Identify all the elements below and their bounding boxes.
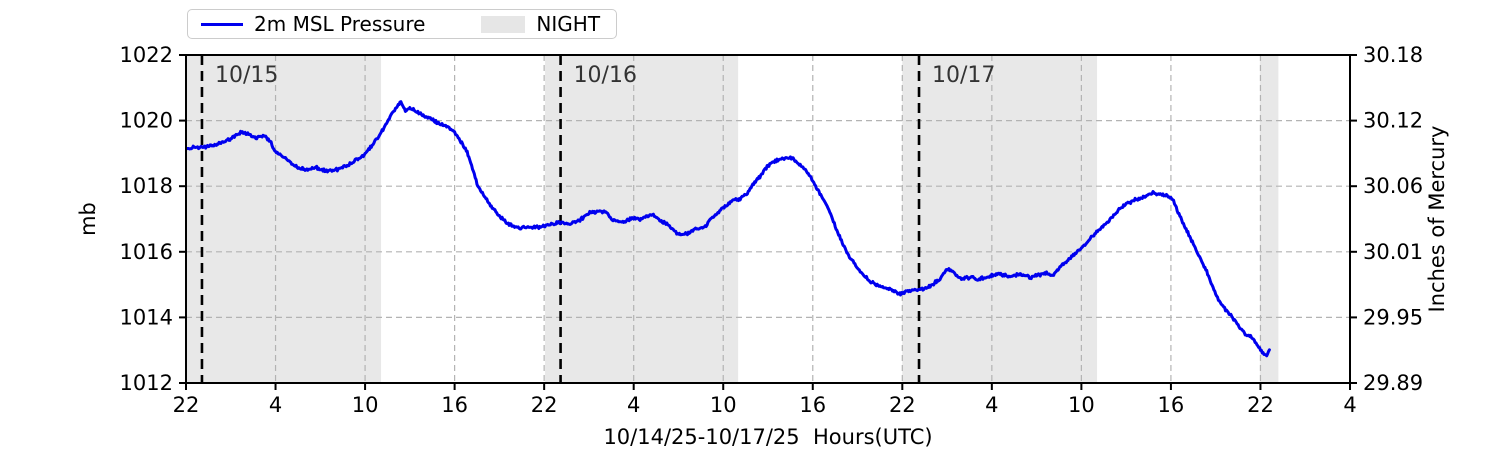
night-band xyxy=(902,55,1098,383)
y-right-tick-label: 30.12 xyxy=(1363,109,1423,133)
x-tick-label: 22 xyxy=(1247,393,1274,417)
night-patch-swatch xyxy=(481,15,526,33)
y-right-tick-label: 29.95 xyxy=(1363,305,1423,329)
y-left-tick-label: 1018 xyxy=(120,174,173,198)
y-left-tick-label: 1014 xyxy=(120,305,173,329)
y-left-tick-label: 1022 xyxy=(120,43,173,67)
x-tick-label: 16 xyxy=(799,393,826,417)
x-tick-label: 4 xyxy=(627,393,640,417)
y-axis-label-right: Inches of Mercury xyxy=(1425,125,1449,313)
night-band xyxy=(186,55,382,383)
x-tick-label: 4 xyxy=(1343,393,1356,417)
night-band xyxy=(1259,55,1279,383)
x-axis-label: 10/14/25-10/17/25 Hours(UTC) xyxy=(603,425,933,449)
legend: 2m MSL Pressure NIGHT xyxy=(187,9,618,39)
y-right-tick-label: 29.89 xyxy=(1363,371,1423,395)
y-left-tick-label: 1016 xyxy=(120,240,173,264)
x-tick-label: 4 xyxy=(269,393,282,417)
plot-spines xyxy=(185,54,1351,384)
y-axis-label-left: mb xyxy=(76,202,100,236)
x-tick-label: 16 xyxy=(441,393,468,417)
pressure-line-swatch xyxy=(201,22,243,26)
x-tick-label: 16 xyxy=(1158,393,1185,417)
night-legend-label: NIGHT xyxy=(536,12,601,36)
y-right-tick-label: 30.01 xyxy=(1363,240,1423,264)
x-tick-label: 22 xyxy=(889,393,916,417)
pressure-legend-label: 2m MSL Pressure xyxy=(254,12,426,36)
date-label: 10/17 xyxy=(932,63,995,88)
x-tick-label: 22 xyxy=(173,393,200,417)
x-tick-label: 22 xyxy=(531,393,558,417)
pressure-curve xyxy=(186,100,1271,358)
y-right-tick-label: 30.06 xyxy=(1363,174,1423,198)
x-tick-label: 4 xyxy=(985,393,998,417)
x-tick-label: 10 xyxy=(1068,393,1095,417)
x-tick-label: 10 xyxy=(352,393,379,417)
y-left-tick-label: 1012 xyxy=(120,371,173,395)
y-left-tick-label: 1020 xyxy=(120,109,173,133)
date-label: 10/16 xyxy=(574,63,637,88)
y-right-tick-label: 30.18 xyxy=(1363,43,1423,67)
date-label: 10/15 xyxy=(215,63,278,88)
x-tick-label: 10 xyxy=(710,393,737,417)
